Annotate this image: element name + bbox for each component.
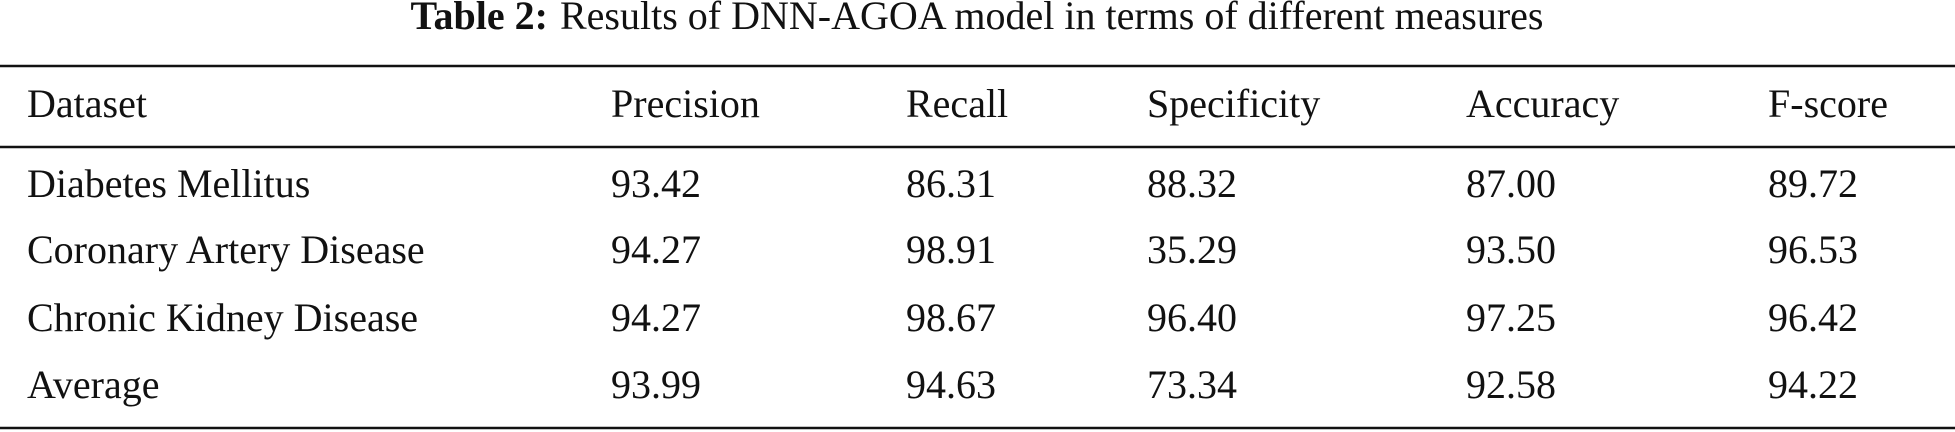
table-cell: 94.27	[611, 295, 701, 340]
table-cell: Chronic Kidney Disease	[27, 295, 418, 340]
header-cell: Dataset	[27, 81, 147, 126]
table-cell: 96.40	[1147, 295, 1237, 340]
table-cell: 98.91	[906, 227, 996, 272]
caption-text: Results of DNN-AGOA model in terms of di…	[560, 0, 1544, 38]
table-cell: Diabetes Mellitus	[27, 161, 310, 206]
table-cell: 93.50	[1466, 227, 1556, 272]
table-cell: 35.29	[1147, 227, 1237, 272]
table-cell: Coronary Artery Disease	[27, 227, 425, 272]
header-cell: Accuracy	[1466, 81, 1619, 126]
caption-label: Table 2:	[411, 0, 548, 38]
table-cell: 89.72	[1768, 161, 1858, 206]
table-cell: 94.22	[1768, 362, 1858, 407]
table-cell: 73.34	[1147, 362, 1237, 407]
table-cell: 94.63	[906, 362, 996, 407]
table-cell: 92.58	[1466, 362, 1556, 407]
table-cell: 93.42	[611, 161, 701, 206]
table-cell: 96.53	[1768, 227, 1858, 272]
table-cell: 86.31	[906, 161, 996, 206]
header-cell: Precision	[611, 81, 760, 126]
table-cell: 94.27	[611, 227, 701, 272]
table-cell: Average	[27, 362, 160, 407]
header-cell: Specificity	[1147, 81, 1320, 126]
table-caption: Table 2: Results of DNN-AGOA model in ter…	[411, 0, 1544, 38]
header-cell: Recall	[906, 81, 1008, 126]
table-cell: 96.42	[1768, 295, 1858, 340]
table-body: Dataset Precision Recall Specificity Accurac…	[27, 81, 1888, 407]
table-cell: 88.32	[1147, 161, 1237, 206]
header-cell: F-score	[1768, 81, 1888, 126]
table-cell: 87.00	[1466, 161, 1556, 206]
table-cell: 98.67	[906, 295, 996, 340]
table-cell: 97.25	[1466, 295, 1556, 340]
table-cell: 93.99	[611, 362, 701, 407]
